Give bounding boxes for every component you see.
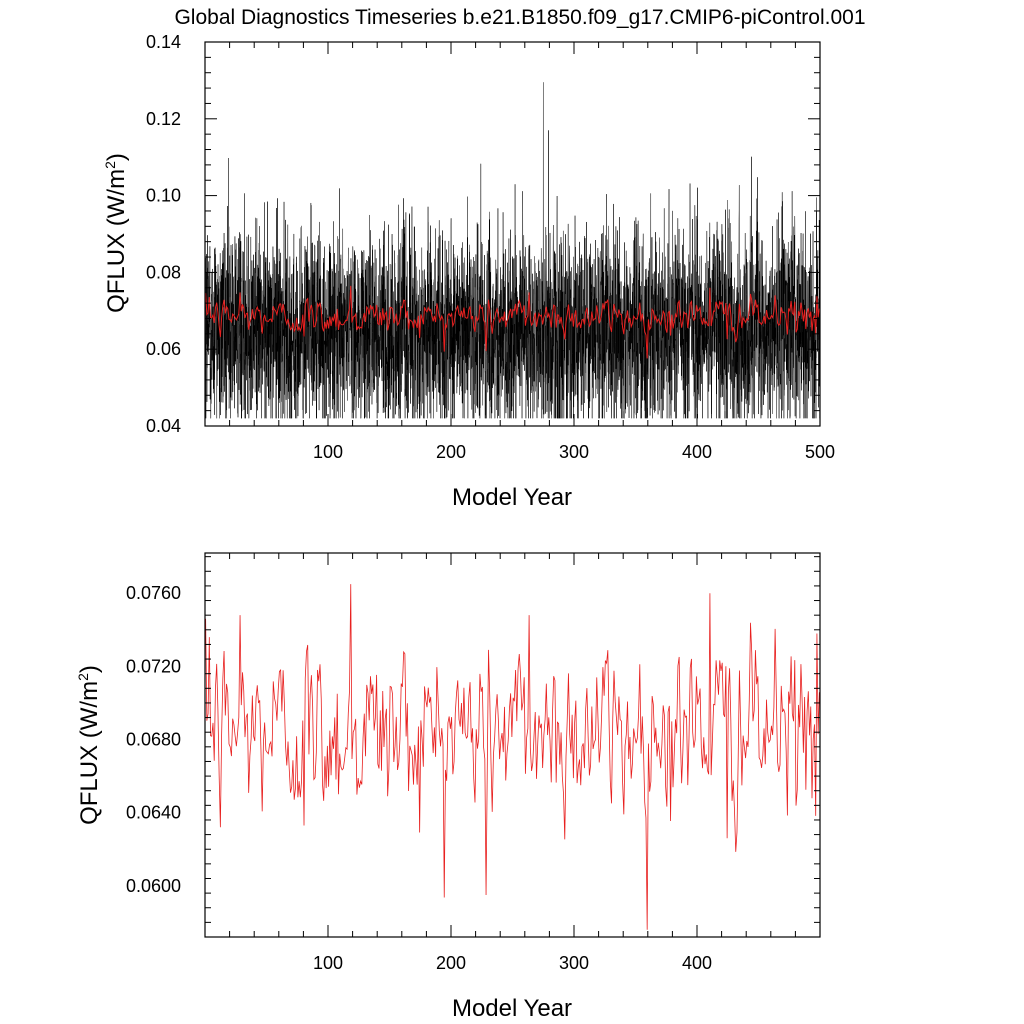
bottom-x-tick-label: 400: [682, 953, 712, 973]
panel-bottom-annual: 100 200 300 400 0.0600 0.0640 0.0680 0.0720 0.07…: [75, 552, 821, 1022]
bottom-ticks: 100 200 300 400 0.0600 0.0640 0.0680 0.0720 0.07…: [126, 553, 821, 973]
bottom-y-tick-label: 0.0600: [126, 876, 181, 896]
bottom-x-tick-label: 100: [313, 953, 343, 973]
monthly-series-line: [204, 82, 821, 419]
top-x-axis-label: Model Year: [452, 484, 572, 511]
top-ticks: 100 200 300 400 500 0.04 0.06 0.08 0.10 0.12 0.14: [146, 32, 835, 462]
bottom-x-axis-label: Model Year: [452, 995, 572, 1022]
bottom-y-tick-label: 0.0680: [126, 730, 181, 750]
top-x-tick-label: 500: [805, 442, 835, 462]
top-y-tick-label: 0.12: [146, 109, 181, 129]
bottom-y-tick-label: 0.0720: [126, 656, 181, 676]
panel-top-monthly-and-annual: 100 200 300 400 5000.040.060.080.100.120.14 …: [102, 32, 835, 511]
bottom-x-tick-label: 300: [559, 953, 589, 973]
top-plot-series: [204, 82, 821, 419]
top-y-tick-label: 0.06: [146, 339, 181, 359]
top-x-tick-label: 100: [313, 442, 343, 462]
bottom-x-tick-label: 200: [436, 953, 466, 973]
top-x-tick-label: 400: [682, 442, 712, 462]
top-y-tick-label: 0.10: [146, 186, 181, 206]
chart-title: Global Diagnostics Timeseries b.e21.B185…: [174, 6, 865, 29]
annual-series-line: [205, 584, 820, 930]
bottom-y-tick-label: 0.0760: [126, 583, 181, 603]
top-y-tick-label: 0.08: [146, 262, 181, 282]
bottom-y-tick-label: 0.0640: [126, 803, 181, 823]
annual-series-line: [205, 285, 820, 359]
top-y-tick-label: 0.04: [146, 416, 181, 436]
bottom-plot-frame: [204, 552, 821, 938]
bottom-plot-series: [205, 584, 820, 930]
top-y-axis-label: QFLUX (W/m2): [102, 153, 130, 313]
top-x-tick-label: 300: [559, 442, 589, 462]
top-y-tick-label: 0.14: [146, 32, 181, 52]
top-plot-frame: [204, 41, 821, 427]
bottom-y-axis-label: QFLUX (W/m2): [75, 665, 103, 825]
top-x-tick-label: 200: [436, 442, 466, 462]
